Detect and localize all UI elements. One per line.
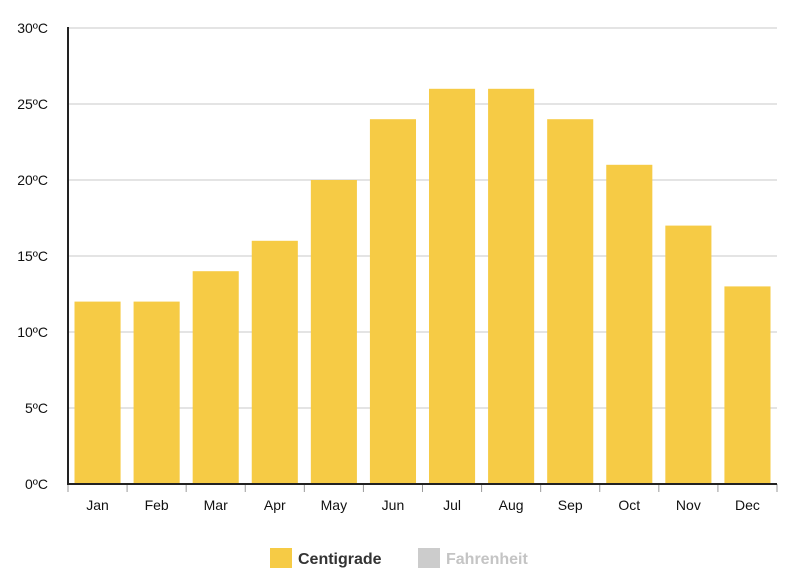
bars <box>74 88 771 485</box>
legend[interactable]: Centigrade Fahrenheit <box>270 548 528 568</box>
bar-aug <box>488 88 535 485</box>
x-tick-label: Jan <box>86 497 109 513</box>
bar-nov <box>665 225 712 484</box>
bar-apr <box>251 240 298 484</box>
x-tick-label: Apr <box>264 497 286 513</box>
y-tick-label: 25ºC <box>17 96 48 112</box>
legend-swatch <box>418 548 440 568</box>
y-tick-label: 5ºC <box>25 400 48 416</box>
y-tick-label: 10ºC <box>17 324 48 340</box>
bar-feb <box>133 301 180 484</box>
axes <box>67 27 778 492</box>
y-tick-label: 15ºC <box>17 248 48 264</box>
legend-label: Centigrade <box>298 551 382 568</box>
x-tick-label: Nov <box>676 497 701 513</box>
legend-item-centigrade[interactable]: Centigrade <box>270 548 382 568</box>
x-tick-label: Feb <box>145 497 169 513</box>
legend-label: Fahrenheit <box>446 551 528 568</box>
x-tick-label: Dec <box>735 497 760 513</box>
x-tick-label: Oct <box>618 497 640 513</box>
bar-may <box>310 180 357 484</box>
bar-jun <box>369 119 417 484</box>
x-tick-label: Sep <box>558 497 583 513</box>
x-tick-label: May <box>321 497 347 513</box>
gridlines <box>68 27 777 409</box>
x-tick-label: Jul <box>443 497 461 513</box>
tick-labels: 0ºC 5ºC 10ºC 15ºC 20ºC 25ºC 30ºC Jan Feb Mar Apr Ma… <box>17 20 760 513</box>
legend-swatch <box>270 548 292 568</box>
y-tick-label: 30ºC <box>17 20 48 36</box>
x-tick-label: Aug <box>499 497 524 513</box>
y-tick-label: 0ºC <box>25 476 48 492</box>
x-tick-label: Mar <box>204 497 228 513</box>
bar-jan <box>74 301 121 484</box>
bar-sep <box>547 119 594 484</box>
bar-oct <box>606 164 653 485</box>
legend-item-fahrenheit[interactable]: Fahrenheit <box>418 548 528 568</box>
bar-dec <box>724 286 771 484</box>
bar-mar <box>192 271 239 484</box>
bar-jul <box>429 88 476 485</box>
x-tick-label: Jun <box>382 497 405 513</box>
y-tick-label: 20ºC <box>17 172 48 188</box>
